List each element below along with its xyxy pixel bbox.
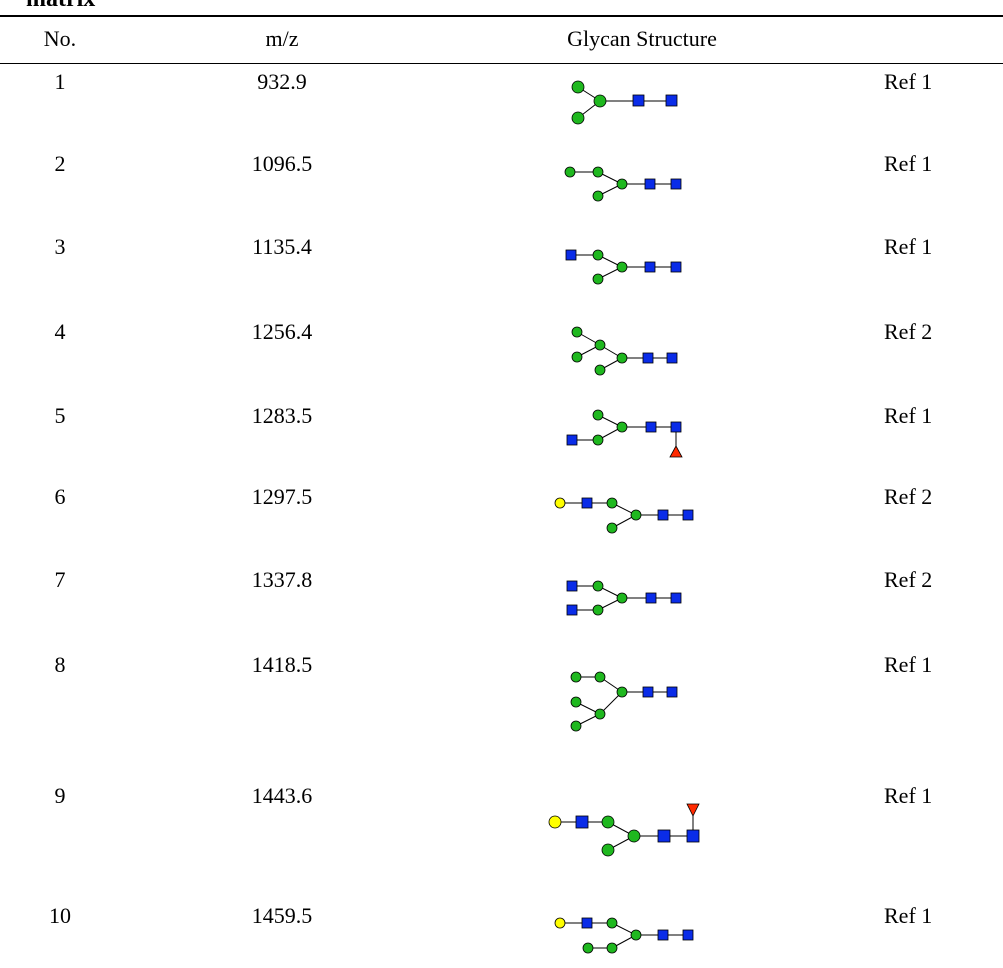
row-10-mz: 1459.5 — [251, 903, 313, 928]
col-header-mz: m/z — [265, 26, 299, 51]
row-5-ref: Ref 1 — [884, 403, 933, 428]
row-5-mz: 1283.5 — [251, 403, 313, 428]
row-10-ref: Ref 1 — [884, 903, 933, 928]
row-4-ref: Ref 2 — [884, 319, 933, 344]
row-8-ref: Ref 1 — [884, 652, 933, 677]
glycan-structure-7-icon — [566, 580, 682, 616]
glycan-structure-4-icon — [571, 326, 678, 376]
row-8-mz: 1418.5 — [251, 652, 313, 677]
row-6-ref: Ref 2 — [884, 484, 933, 509]
row-10-no: 10 — [49, 903, 71, 928]
glycan-structure-1-icon — [571, 80, 678, 125]
row-4-no: 4 — [54, 319, 66, 344]
row-7-mz: 1337.8 — [251, 567, 313, 592]
row-2-ref: Ref 1 — [884, 151, 933, 176]
row-6-no: 6 — [54, 484, 66, 509]
row-8-no: 8 — [54, 652, 66, 677]
glycan-structure-10-icon — [554, 917, 694, 954]
glycan-structure-8-icon — [570, 671, 678, 732]
row-7-no: 7 — [54, 567, 66, 592]
row-2-mz: 1096.5 — [251, 151, 313, 176]
row-9-ref: Ref 1 — [884, 783, 933, 808]
table-caption: matrix — [26, 0, 95, 13]
row-9-mz: 1443.6 — [251, 783, 313, 808]
row-2-no: 2 — [54, 151, 66, 176]
row-1-no: 1 — [54, 69, 66, 94]
row-5-no: 5 — [54, 403, 66, 428]
col-header-structure: Glycan Structure — [567, 26, 717, 51]
table-top-rule — [0, 15, 1003, 17]
glycan-structure-9-icon — [548, 803, 700, 857]
glycan-structure-3-icon — [565, 249, 682, 285]
row-3-ref: Ref 1 — [884, 234, 933, 259]
row-6-mz: 1297.5 — [251, 484, 313, 509]
glycan-structure-5-icon — [566, 409, 683, 458]
row-4-mz: 1256.4 — [251, 319, 313, 344]
glycan-structure-2-icon — [564, 166, 682, 202]
row-3-no: 3 — [54, 234, 66, 259]
row-1-ref: Ref 1 — [884, 69, 933, 94]
row-3-mz: 1135.4 — [252, 234, 312, 259]
row-9-no: 9 — [54, 783, 66, 808]
table-header-rule — [0, 63, 1003, 64]
row-7-ref: Ref 2 — [884, 567, 933, 592]
row-1-mz: 932.9 — [257, 69, 307, 94]
col-header-no: No. — [43, 26, 77, 51]
glycan-structure-6-icon — [554, 497, 694, 534]
